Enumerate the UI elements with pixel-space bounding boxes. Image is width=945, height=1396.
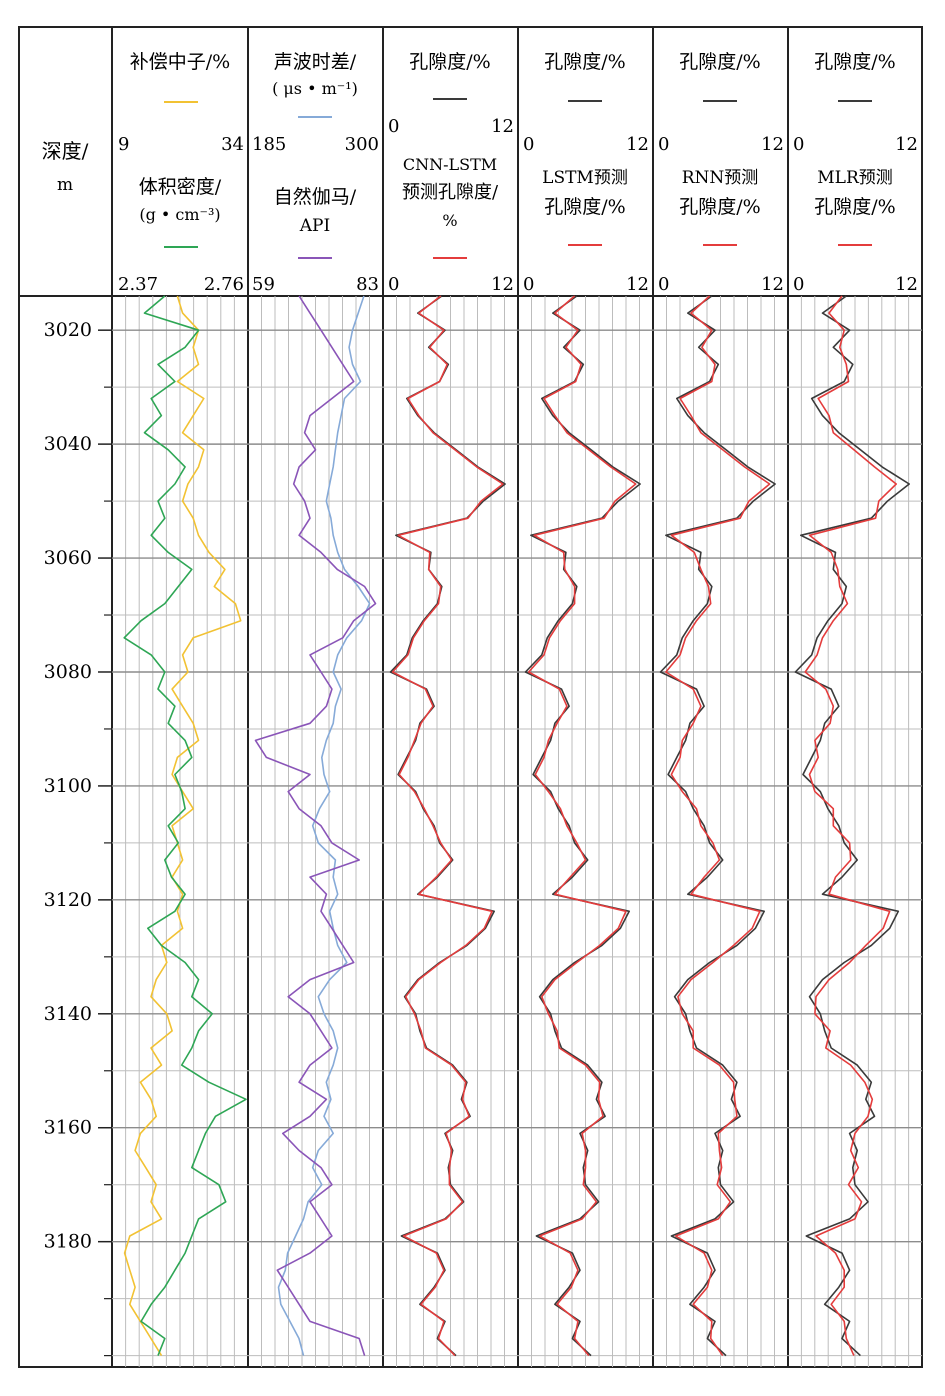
track3-scale1-max: 12 [491,116,514,137]
chart-frame [18,26,923,1368]
track1-title2b: (g • cm⁻³) [139,205,220,224]
track2-title1: 声波时差/ [274,51,357,73]
track1-title2: 体积密度/ [139,176,222,198]
depth-unit: m [57,175,73,195]
depth-label: 深度/ [42,139,89,163]
track6-title1: 孔隙度/% [814,51,895,73]
curve-4-9 [665,295,771,1357]
track6-scale1-max: 12 [895,134,918,155]
track2-title2b: API [299,216,330,236]
track2-scale2-max: 83 [356,274,379,295]
curve-3-6 [524,295,641,1357]
track5-title2b: 孔隙度/% [679,196,760,218]
track3-title2: CNN-LSTM [403,155,497,174]
track5-scale1-min: 0 [658,134,669,155]
depth-tick-label: 3060 [44,547,92,569]
track1-scale1-min: 9 [118,134,129,155]
track2-title1b: ( μs • m⁻¹) [272,79,358,98]
track2-scale2-min: 59 [252,274,275,295]
track4-scale1-max: 12 [626,134,649,155]
track1-scale2-min: 2.37 [118,274,158,295]
track6-title2b: 孔隙度/% [814,196,895,218]
depth-tick-label: 3040 [44,433,92,455]
track3-title1: 孔隙度/% [409,51,490,73]
track4-scale2-min: 0 [523,274,534,295]
curve-5-11 [804,295,897,1356]
curves-layer [123,295,910,1357]
track2-scale1-max: 300 [345,134,379,155]
track4-title2: LSTM预测 [542,168,628,188]
track3-scale1-min: 0 [388,116,399,137]
curve-4-8 [659,295,776,1357]
track4-title2b: 孔隙度/% [544,196,625,218]
depth-tick-label: 3100 [44,775,92,797]
track6-scale2-max: 12 [895,274,918,295]
track3-scale2-max: 12 [491,274,514,295]
curve-2-5 [391,295,504,1357]
track4-scale2-max: 12 [626,274,649,295]
track2-title2: 自然伽马/ [274,186,357,208]
track5-scale2-min: 0 [658,274,669,295]
grid-layer [112,296,922,1367]
track3-title2b: 预测孔隙度/ [402,182,499,203]
track6-scale2-min: 0 [793,274,804,295]
track4-scale1-min: 0 [523,134,534,155]
track1-title1: 补偿中子/% [130,51,230,73]
track6-scale1-min: 0 [793,134,804,155]
curve-0-1 [123,295,247,1356]
track4-title1: 孔隙度/% [544,51,625,73]
track5-scale1-max: 12 [761,134,784,155]
curve-0-0 [123,295,242,1357]
track1-scale2-max: 2.76 [204,274,244,295]
curve-2-4 [389,295,506,1357]
curve-5-10 [794,295,910,1357]
track2-scale1-min: 185 [252,134,286,155]
track6-title2: MLR预测 [817,168,893,188]
track5-title1: 孔隙度/% [679,51,760,73]
track3-title2c: % [442,211,457,230]
track5-scale2-max: 12 [761,274,784,295]
depth-tick-label: 3080 [44,661,92,683]
curve-3-7 [527,295,637,1357]
depth-tick-label: 3180 [44,1231,92,1253]
track5-title2: RNN预测 [682,168,759,188]
depth-tick-label: 3120 [44,889,92,911]
depth-tick-label: 3020 [44,319,92,341]
curve-1-3 [254,295,377,1356]
depth-axis: 3020 3040 3060 3080 3100 3120 3140 3160 3180 [44,319,112,1357]
curve-1-2 [277,295,371,1356]
depth-tick-label: 3140 [44,1003,92,1025]
track3-scale2-min: 0 [388,274,399,295]
track1-scale1-max: 34 [221,134,244,155]
depth-tick-label: 3160 [44,1117,92,1139]
